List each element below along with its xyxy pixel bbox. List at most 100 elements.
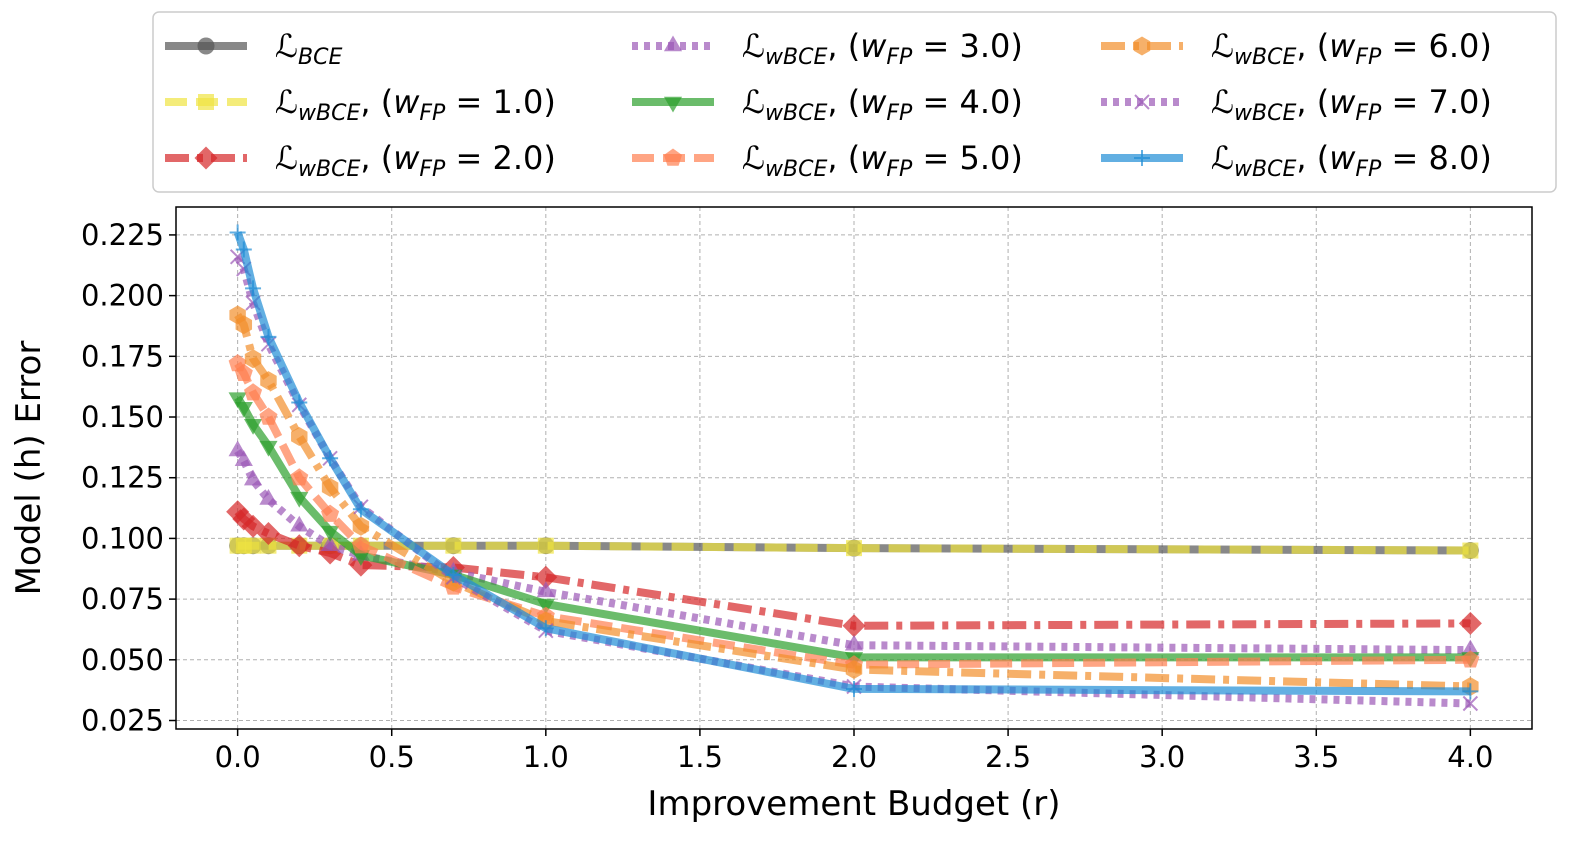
series-7 [229,305,1479,697]
legend-box [152,11,1557,193]
data-point [352,516,370,536]
axis-ticks: 0.0 0.5 1.0 1.5 2.0 2.5 3.0 3.5 4.0 0.025 0.050 0.0… [81,218,1493,774]
data-point [245,280,262,297]
x-tick-label: 3.5 [1293,740,1339,774]
data-point [260,371,277,391]
data-point [537,537,554,554]
data-point [1134,150,1150,166]
data-point [536,598,555,615]
data-point [194,146,218,170]
y-tick-label: 0.150 [81,400,164,434]
data-point [260,328,277,345]
data-point [198,94,214,110]
data-point [321,535,340,551]
data-point [321,477,339,497]
data-point [445,537,462,554]
legend-item: ℒwBCE, (wFP = 2.0) [165,139,556,182]
data-point [256,522,280,546]
y-tick-label: 0.200 [81,279,164,313]
data-point [260,537,277,554]
legend-item: ℒwBCE, (wFP = 8.0) [1101,139,1492,182]
data-point [259,440,278,457]
data-point [235,241,252,258]
data-point [259,407,278,425]
data-point [228,440,247,457]
data-point [243,419,263,435]
data-point [351,536,370,554]
data-point [537,620,554,637]
data-point [291,394,308,411]
legend-label: ℒwBCE, (wFP = 6.0) [1211,27,1492,70]
data-point [663,148,683,166]
data-point [290,468,309,486]
legend-item: ℒwBCE, (wFP = 4.0) [632,83,1023,126]
x-tick-label: 0.0 [215,740,261,774]
legend-label: ℒwBCE, (wFP = 3.0) [742,27,1023,70]
data-point [536,581,555,598]
data-point [1461,650,1480,668]
data-point [290,515,309,532]
x-tick-label: 1.5 [677,740,723,774]
y-tick-label: 0.025 [81,704,164,738]
data-point [321,504,340,522]
data-point [244,383,263,401]
legend-item: ℒwBCE, (wFP = 3.0) [632,27,1023,70]
legend-item: ℒwBCE, (wFP = 6.0) [1101,27,1492,70]
legend-label: ℒwBCE, (wFP = 7.0) [1211,83,1492,126]
legend-item: ℒBCE [165,27,343,70]
data-point [234,363,253,381]
legend-label: ℒwBCE, (wFP = 4.0) [742,83,1023,126]
data-point [291,426,308,446]
data-point [351,550,370,566]
data-point [534,565,558,589]
data-point [1461,639,1480,656]
y-tick-label: 0.225 [81,218,164,252]
data-point [244,349,262,369]
data-point [1462,542,1479,559]
x-tick-label: 4.0 [1447,740,1493,774]
data-point [234,402,253,418]
data-point [663,35,683,52]
x-tick-label: 1.0 [523,740,569,774]
data-point [243,469,263,486]
data-point [663,96,683,113]
data-point [1134,94,1150,110]
y-tick-label: 0.175 [81,339,164,373]
data-point [842,614,866,638]
x-tick-label: 3.0 [1139,740,1185,774]
y-tick-label: 0.125 [81,461,164,495]
data-point [1462,683,1479,700]
y-tick-label: 0.075 [81,582,164,616]
data-point [1133,36,1151,56]
data-point [229,224,246,241]
data-point [287,534,311,558]
x-tick-label: 0.5 [369,740,415,774]
data-point [197,37,215,55]
data-point [445,566,462,583]
data-point [290,491,309,508]
legend-item: ℒwBCE, (wFP = 1.0) [165,83,556,126]
legend-item: ℒwBCE, (wFP = 7.0) [1101,83,1492,126]
data-point [259,489,278,505]
data-point [228,392,247,409]
data-point [845,660,863,680]
data-point [846,540,862,557]
legend-label: ℒBCE [275,27,343,70]
data-point [234,450,253,466]
data-point [352,501,369,518]
data-point [846,680,862,697]
x-tick-label: 2.0 [831,740,877,774]
legend-label: ℒwBCE, (wFP = 2.0) [275,139,556,182]
data-point [1458,611,1482,635]
y-axis-label: Model (h) Error [9,341,49,596]
series-9 [229,224,1479,700]
x-axis-label: Improvement Budget (r) [647,784,1060,824]
x-tick-label: 2.5 [985,740,1031,774]
legend-label: ℒwBCE, (wFP = 5.0) [742,139,1023,182]
data-point [322,450,339,467]
legend-label: ℒwBCE, (wFP = 8.0) [1211,139,1492,182]
legend-label: ℒwBCE, (wFP = 1.0) [275,83,556,126]
y-tick-label: 0.050 [81,643,164,677]
data-point [235,315,253,335]
